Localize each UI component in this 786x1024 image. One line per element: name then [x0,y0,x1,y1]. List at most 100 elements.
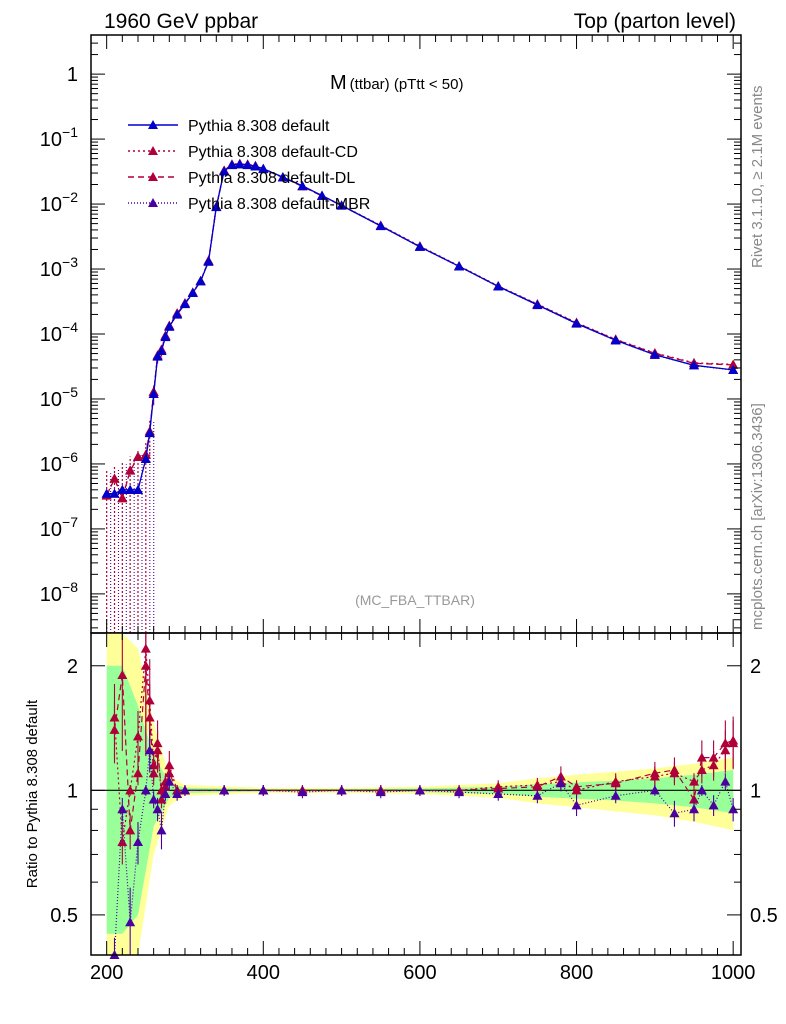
ratio-data-point [728,804,739,814]
ratio-data-point [117,804,128,814]
main-data-point [317,190,328,200]
main-data-point [144,427,155,437]
ratio-series-line [113,750,734,956]
main-series-group [101,158,739,633]
main-data-point [219,166,230,176]
main-data-point [179,298,190,308]
main-series-line [106,162,734,500]
main-data-point [140,453,151,463]
main-data-point [101,488,112,498]
main-data-point [610,335,621,345]
main-data-point [234,159,245,169]
y-tick-base: 1 [67,64,78,86]
ratio-data-point [610,778,621,788]
main-data-point [160,331,171,341]
ratio-data-point [571,781,582,791]
main-data-point [164,321,175,331]
main-data-point [203,256,214,266]
ratio-series-group [109,633,739,959]
main-data-point [187,287,198,297]
ratio-ylabel: Ratio to Pythia 8.308 default [24,699,41,888]
source-label: mcplots.cern.ch [arXiv:1306.3436] [749,403,766,630]
y-tick-label: 10−2 [40,189,78,216]
main-data-point [109,473,120,483]
ratio-data-point [172,788,183,798]
y-tick-exponent: −6 [62,449,78,465]
watermark: (MC_FBA_TTBAR) [355,592,475,608]
ratio-frame [90,632,742,956]
ratio-data-point [148,768,159,778]
y-tick-base: 10 [40,194,62,216]
ratio-data-point [454,787,465,797]
ratio-data-point [669,808,680,818]
main-data-point [156,345,167,355]
y-tick-exponent: −7 [62,514,78,530]
ratio-data-point [144,712,155,722]
ratio-data-point [649,768,660,778]
ratio-data-point [375,787,386,797]
ratio-data-point [696,752,707,762]
ratio-data-point [140,785,151,795]
ratio-data-point [109,724,120,734]
legend-label: Pythia 8.308 default-CD [188,144,358,161]
legend-marker [148,198,158,207]
x-tick-label: 800 [560,962,593,984]
main-data-point [211,202,222,212]
y-tick-label: 10−5 [40,384,78,411]
y-tick-base: 10 [40,259,62,281]
ratio-data-point [160,781,171,791]
ratio-data-point [689,804,700,814]
main-data-point [172,309,183,319]
x-tick-label: 200 [90,962,123,984]
main-data-point [109,488,120,498]
y-tick-label: 1 [67,64,78,86]
main-data-point [125,484,136,494]
ratio-data-point [140,660,151,670]
main-data-point [125,465,136,475]
ratio-data-point [610,790,621,800]
ratio-data-point [708,752,719,762]
ratio-data-point [708,800,719,810]
y-tick-label: 10−8 [40,579,78,606]
x-tick-labels-group: 200 400 600 800 1000 [90,962,755,984]
x-tick-label: 400 [247,962,280,984]
y-tick-base: 10 [40,324,62,346]
ratio-ticks-group [91,633,741,956]
ratio-data-point [728,735,739,745]
main-panel: 110−110−210−310−410−510−610−710−8 M (ttba… [40,34,742,634]
ratio-data-point [414,785,425,795]
y-tick-label: 10−6 [40,449,78,476]
ratio-data-point [125,825,136,835]
main-data-point [132,484,143,494]
main-data-point [117,484,128,494]
ratio-data-point [179,785,190,795]
legend-marker [148,146,158,155]
ratio-data-point [696,785,707,795]
main-data-point [117,493,128,503]
main-data-point [414,241,425,251]
legend-marker [148,172,158,181]
ratio-data-point [164,768,175,778]
y-tick-exponent: −4 [62,319,78,335]
y-tick-exponent: −8 [62,579,78,595]
ratio-panel: 2 2 1 1 0.5 0.5 Ratio to Pythia 8.308 default… [24,632,778,984]
ratio-data-point [258,785,269,795]
main-series-line [106,163,734,501]
ratio-data-point [336,785,347,795]
legend: Pythia 8.308 default Pythia 8.308 default… [128,118,370,213]
plot-title-main: M [330,72,347,94]
main-data-point [375,220,386,230]
ratio-data-point [156,825,167,835]
main-data-point [226,159,237,169]
main-data-point [493,281,504,291]
ratio-data-point [117,669,128,679]
ratio-series-line [113,665,734,831]
ratio-data-point [532,781,543,791]
main-data-point [148,388,159,398]
ratio-data-point [160,788,171,798]
ratio-data-point [125,917,136,927]
y-tick-base: 10 [40,389,62,411]
y-tick-base: 10 [40,454,62,476]
ratio-tick-labels-group: 2 2 1 1 0.5 0.5 [50,656,778,927]
